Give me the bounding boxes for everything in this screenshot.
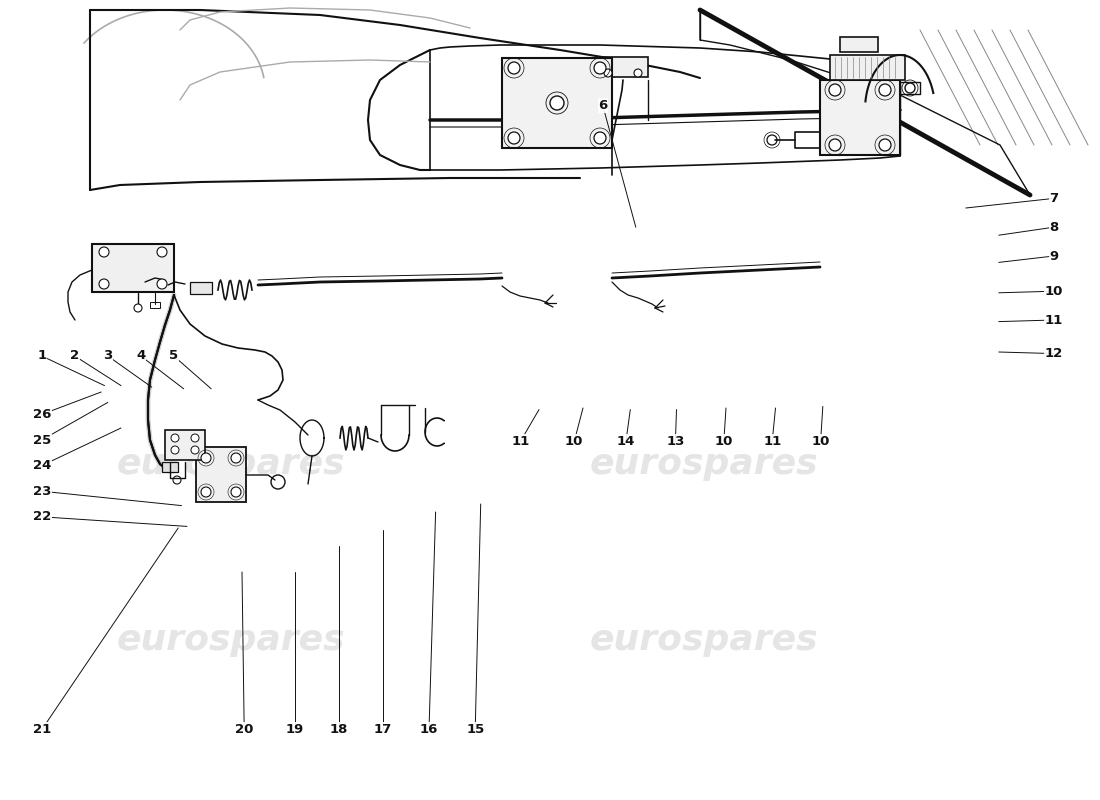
Text: 25: 25 [33, 434, 51, 446]
Bar [502, 58, 612, 148]
Circle shape [201, 487, 211, 497]
Text: 7: 7 [1049, 192, 1058, 205]
Text: 19: 19 [286, 723, 304, 736]
Text: 15: 15 [466, 723, 484, 736]
Text: 10: 10 [1045, 285, 1063, 298]
Circle shape [905, 83, 915, 93]
Text: 11: 11 [512, 435, 529, 448]
Text: 6: 6 [598, 99, 607, 112]
Text: 17: 17 [374, 723, 392, 736]
Text: 18: 18 [330, 723, 348, 736]
Text: 10: 10 [812, 435, 829, 448]
Text: 9: 9 [1049, 250, 1058, 262]
Circle shape [157, 247, 167, 257]
Bar [162, 462, 178, 472]
Text: 5: 5 [169, 350, 178, 362]
Circle shape [829, 139, 842, 151]
Bar [92, 244, 174, 292]
Text: eurospares: eurospares [590, 447, 818, 481]
Text: 11: 11 [1045, 314, 1063, 326]
Circle shape [508, 132, 520, 144]
Circle shape [157, 279, 167, 289]
Bar [165, 430, 205, 460]
Text: 20: 20 [235, 723, 253, 736]
Bar [820, 80, 900, 155]
Circle shape [170, 446, 179, 454]
Bar [190, 282, 212, 294]
Bar [840, 37, 878, 52]
Circle shape [99, 247, 109, 257]
Text: 23: 23 [33, 485, 51, 498]
Circle shape [550, 96, 564, 110]
Text: eurospares: eurospares [117, 447, 345, 481]
Text: 2: 2 [70, 350, 79, 362]
Circle shape [879, 139, 891, 151]
Circle shape [594, 62, 606, 74]
Circle shape [191, 446, 199, 454]
Circle shape [170, 434, 179, 442]
Text: 26: 26 [33, 408, 51, 421]
Bar [598, 57, 648, 77]
Text: 3: 3 [103, 350, 112, 362]
Text: 8: 8 [1049, 221, 1058, 234]
Circle shape [879, 84, 891, 96]
Bar [830, 55, 905, 80]
Text: 1: 1 [37, 350, 46, 362]
Text: 21: 21 [33, 723, 51, 736]
Circle shape [829, 84, 842, 96]
Text: 16: 16 [420, 723, 438, 736]
Bar [196, 447, 246, 502]
Text: 4: 4 [136, 350, 145, 362]
Circle shape [134, 304, 142, 312]
Text: 22: 22 [33, 510, 51, 523]
Text: 11: 11 [763, 435, 781, 448]
Circle shape [594, 132, 606, 144]
Circle shape [231, 487, 241, 497]
Circle shape [231, 453, 241, 463]
Text: 12: 12 [1045, 347, 1063, 360]
Circle shape [634, 69, 642, 77]
Text: 10: 10 [565, 435, 583, 448]
Text: eurospares: eurospares [117, 623, 345, 657]
Bar [900, 82, 920, 94]
Text: 13: 13 [667, 435, 684, 448]
Text: 10: 10 [715, 435, 733, 448]
Circle shape [508, 62, 520, 74]
Text: 24: 24 [33, 459, 51, 472]
Text: 14: 14 [617, 435, 635, 448]
Circle shape [201, 453, 211, 463]
Circle shape [99, 279, 109, 289]
Circle shape [191, 434, 199, 442]
Text: eurospares: eurospares [590, 623, 818, 657]
Bar [150, 302, 160, 308]
Circle shape [604, 69, 612, 77]
